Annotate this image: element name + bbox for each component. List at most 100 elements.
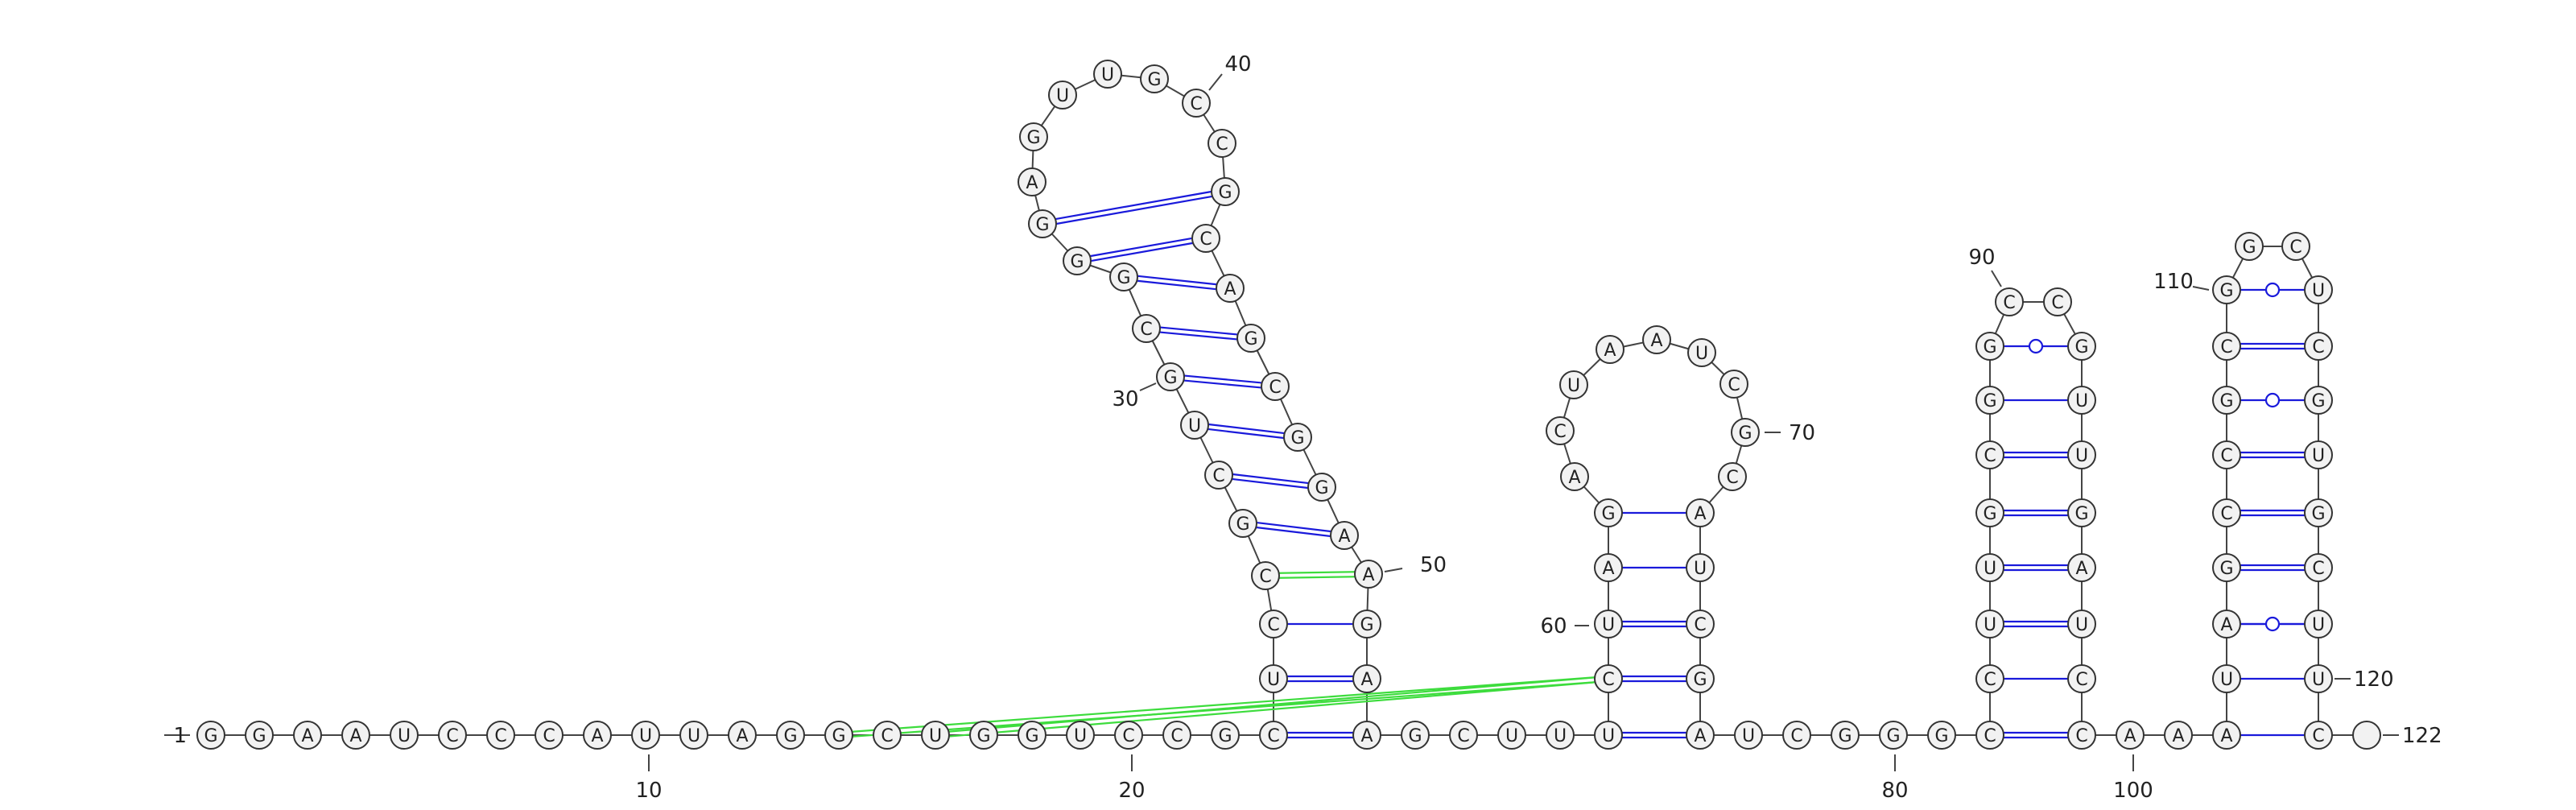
nucleotide-letter: G (1408, 726, 1422, 746)
nucleotide-circle (583, 721, 612, 750)
nucleotide-letter: G (1290, 428, 1304, 448)
nucleotide: U (2304, 275, 2333, 304)
nucleotide-circle (1596, 335, 1624, 364)
nucleotide-letter: A (736, 726, 748, 746)
nucleotide-letter: C (1170, 726, 1183, 746)
nucleotide: C (2281, 232, 2310, 261)
nucleotide-letter: U (1694, 559, 1707, 579)
nucleotide: G (1228, 509, 1257, 538)
nucleotide: G (776, 721, 805, 750)
nucleotide: C (1251, 561, 1280, 590)
nucleotide-letter: C (2075, 670, 2087, 690)
nucleotide-letter: U (929, 726, 942, 746)
nucleotide-circle (2304, 498, 2333, 527)
nucleotide: G (1028, 209, 1057, 238)
nucleotide-circle (2281, 232, 2310, 261)
base-pair-bond (949, 681, 1596, 738)
nucleotide: C (1114, 721, 1143, 750)
position-label: 10 (635, 779, 662, 803)
nucleotide-letter: G (1693, 670, 1707, 690)
nucleotide-letter: A (1338, 527, 1350, 547)
nucleotide-letter: U (1602, 615, 1615, 635)
nucleotide: G (2212, 386, 2241, 415)
nucleotide: A (1352, 664, 1381, 693)
nucleotide-letter: U (2312, 446, 2325, 466)
nucleotide-circle (2304, 553, 2333, 582)
nucleotide: G (2212, 553, 2241, 582)
nucleotide-letter: C (1216, 134, 1228, 155)
nucleotide: A (583, 721, 612, 750)
nucleotide: A (1596, 335, 1624, 364)
nucleotide-letter: G (2074, 504, 2088, 524)
nucleotide: U (2067, 610, 2096, 638)
nucleotide-circle (631, 721, 660, 750)
nucleotide-circle (2304, 440, 2333, 469)
nucleotide-circle (1352, 664, 1381, 693)
nucleotide: U (1497, 721, 1526, 750)
nucleotide-circle (1018, 721, 1046, 750)
nucleotide-circle (1449, 721, 1478, 750)
nucleotide: A (1594, 553, 1623, 582)
nucleotide: U (1975, 553, 2004, 582)
nucleotide-circle (2067, 440, 2096, 469)
nucleotide-circle (2043, 287, 2072, 316)
nucleotide: G (2235, 232, 2264, 261)
nucleotide-letter: C (1190, 94, 1202, 114)
nucleotide: U (1048, 81, 1077, 110)
nucleotide-circle (2304, 386, 2333, 415)
nucleotide-circle (1497, 721, 1526, 750)
base-pair-bond (1159, 331, 1237, 341)
nucleotide-circle (1114, 721, 1143, 750)
nucleotide-letter: G (783, 726, 797, 746)
wobble-pair-marker (2028, 338, 2044, 354)
nucleotide-circle (1975, 386, 2004, 415)
nucleotide-circle (2067, 332, 2096, 361)
position-label: 70 (1789, 421, 1815, 445)
nucleotide-circle (2212, 386, 2241, 415)
nucleotide-circle (1995, 287, 2024, 316)
nucleotide-circle (728, 721, 757, 750)
nucleotide: G (2212, 275, 2241, 304)
nucleotide-circle (1546, 721, 1575, 750)
nucleotide-circle (1307, 473, 1336, 502)
nucleotide-letter: U (639, 726, 652, 746)
nucleotide: A (2116, 721, 2145, 750)
nucleotide-letter: C (2312, 337, 2324, 357)
position-label: 100 (2113, 779, 2153, 803)
base-pair-bond (1208, 423, 1285, 435)
nucleotide: C (2043, 287, 2072, 316)
nucleotide-circle (1066, 721, 1095, 750)
nucleotide-circle (679, 721, 708, 750)
nucleotide-circle (2116, 721, 2145, 750)
nucleotide: A (293, 721, 322, 750)
nucleotide-circle (1330, 521, 1359, 550)
nucleotide: G (1307, 473, 1336, 502)
nucleotide-letter: C (494, 726, 506, 746)
nucleotide: U (390, 721, 419, 750)
base-pair-bond (1208, 428, 1284, 440)
nucleotide-circle (1718, 462, 1747, 491)
nucleotide-circle (293, 721, 322, 750)
nucleotide-letter: C (1728, 375, 1740, 395)
nucleotide-letter: G (1983, 337, 1996, 357)
nucleotide-circle (1211, 721, 1240, 750)
nucleotide-circle (1191, 224, 1220, 253)
nucleotide-circle (2304, 610, 2333, 638)
nucleotide-letter: G (2311, 504, 2325, 524)
nucleotide: G (1401, 721, 1430, 750)
nucleotide: U (1546, 721, 1575, 750)
position-label: 50 (1420, 553, 1447, 577)
nucleotide: U (2304, 610, 2333, 638)
nucleotide-letter: U (398, 726, 411, 746)
nucleotide-letter: U (687, 726, 700, 746)
nucleotide-letter: A (1360, 726, 1373, 746)
nucleotide: A (1686, 721, 1715, 750)
nucleotide: A (1686, 498, 1715, 527)
nucleotide-letter: U (2312, 281, 2325, 301)
nucleotide-letter: G (1147, 70, 1161, 90)
wobble-pair-marker (2264, 392, 2281, 408)
nucleotide: C (1594, 664, 1623, 693)
nucleotide-letter: G (1983, 391, 1996, 411)
nucleotide-circle (2067, 721, 2096, 750)
nucleotide: G (1211, 721, 1240, 750)
